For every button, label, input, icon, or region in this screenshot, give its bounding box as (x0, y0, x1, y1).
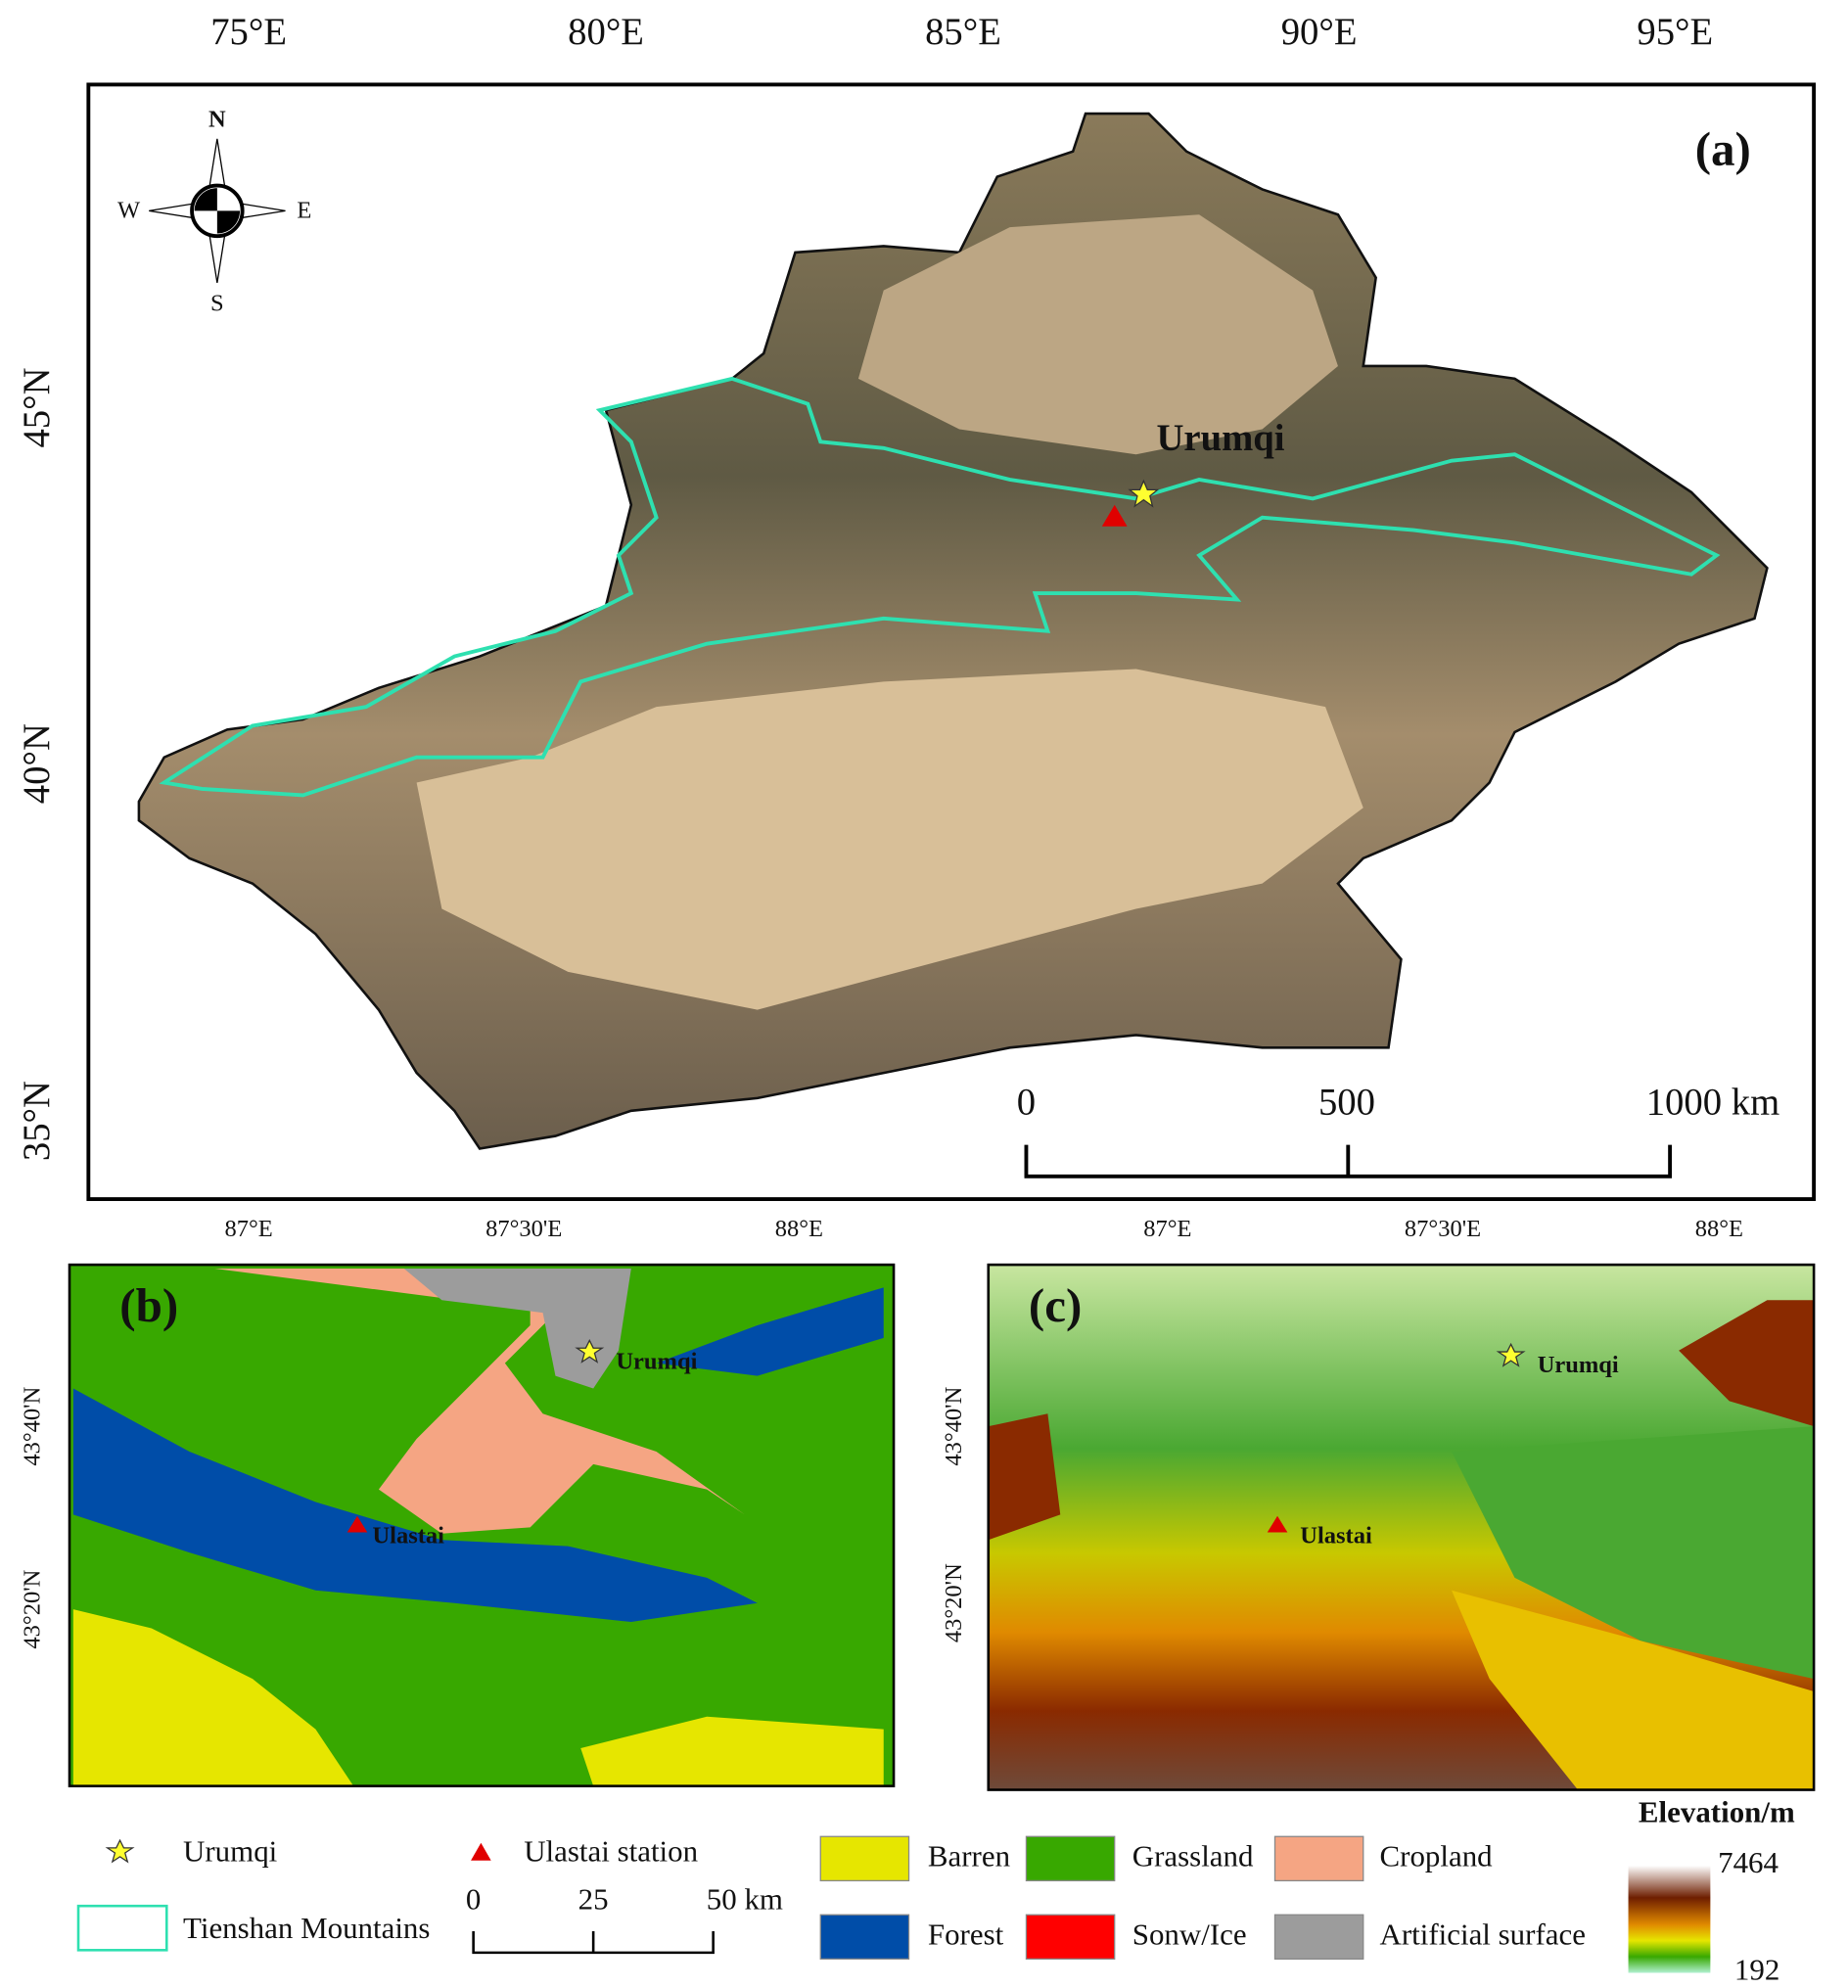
place-label: Urumqi (616, 1348, 697, 1374)
legend-label: Artificial surface (1380, 1918, 1586, 1952)
desert (416, 669, 1363, 1010)
frame (68, 1263, 896, 1787)
peak (988, 1413, 1061, 1541)
frame (987, 1263, 1816, 1791)
lat-tick: 43°40'N (20, 1386, 46, 1465)
lon-tick: 95°E (1637, 12, 1713, 53)
colorbar-min: 192 (1734, 1953, 1779, 1987)
ulastai-marker (1267, 1515, 1288, 1533)
legend: Urumqi Ulastai station Tienshan Mountain… (76, 1794, 1795, 1987)
legend-label: Barren (928, 1839, 1010, 1873)
colorbar (1628, 1865, 1711, 1973)
legend-swatch (1273, 1835, 1364, 1882)
panel-label: (c) (1029, 1278, 1082, 1332)
scale-label: 50 km (707, 1881, 783, 1916)
legend-triangle (471, 1842, 491, 1861)
lon-tick: 87°30'E (485, 1216, 562, 1242)
ulastai-marker (346, 1515, 368, 1533)
legend-swatch (1025, 1835, 1116, 1882)
legend-swatch (1025, 1914, 1116, 1960)
scale-bar (1024, 1144, 1673, 1179)
legend-label: Grassland (1132, 1839, 1254, 1873)
barren (72, 1609, 354, 1786)
legend-label: Tienshan Mountains (183, 1911, 430, 1945)
lon-tick: 75°E (210, 12, 287, 53)
lon-tick: 90°E (1281, 12, 1358, 53)
junggar-basin (857, 214, 1338, 455)
lon-tick: 87°E (224, 1216, 272, 1242)
urumqi-marker (1128, 479, 1160, 508)
lat-tick: 43°20'N (20, 1569, 46, 1648)
compass-label: E (297, 197, 311, 223)
legend-label: Sonw/Ice (1132, 1918, 1247, 1952)
colorbar-max: 7464 (1718, 1845, 1779, 1879)
compass-label: W (117, 197, 141, 223)
scale-label: 0 (1017, 1082, 1036, 1123)
legend-star (105, 1838, 135, 1864)
lat-tick: 45°N (17, 367, 58, 447)
legend-swatch (819, 1835, 910, 1882)
peak (1679, 1300, 1815, 1427)
place-label: Ulastai (1300, 1522, 1372, 1549)
legend-label: Cropland (1380, 1839, 1494, 1873)
scale-label: 25 (578, 1881, 609, 1916)
lowland (1452, 1426, 1815, 1680)
barren (580, 1716, 884, 1786)
panel-c: (c) Urumqi Ulastai 87°E 87°30'E 88°E 43°… (941, 1216, 1816, 1791)
legend-title: Elevation/m (1639, 1794, 1795, 1828)
legend-label: Ulastai station (524, 1833, 698, 1868)
lon-tick: 87°E (1143, 1216, 1191, 1242)
lat-tick: 35°N (17, 1081, 58, 1161)
scale-label: 1000 km (1646, 1082, 1779, 1123)
tienshan-outline (159, 376, 1721, 798)
legend-swatch (1273, 1914, 1364, 1960)
scale-label: 0 (466, 1881, 481, 1916)
scale-bar (472, 1930, 715, 1955)
lat-tick: 43°20'N (941, 1563, 967, 1642)
compass-label: N (208, 106, 226, 132)
panel-a: Urumqi (a) N W E S 75°E 80°E 85°E 90°E 9… (17, 12, 1817, 1201)
place-label: Ulastai (372, 1522, 444, 1549)
legend-swatch (819, 1914, 910, 1960)
panel-label: (a) (1695, 122, 1751, 176)
ulastai-marker (1101, 504, 1128, 527)
artificial (403, 1268, 631, 1389)
lon-tick: 80°E (568, 12, 644, 53)
midland (1452, 1590, 1815, 1790)
panel-label: (b) (119, 1278, 178, 1332)
cropland (214, 1268, 745, 1534)
compass-label: S (210, 291, 224, 317)
lon-tick: 85°E (925, 12, 1001, 53)
compass (149, 138, 286, 283)
forest (72, 1388, 758, 1623)
place-label: Urumqi (1538, 1352, 1619, 1378)
urumqi-marker (1496, 1342, 1526, 1367)
legend-label: Urumqi (183, 1833, 277, 1868)
panel-b: (b) Urumqi Ulastai 87°E 87°30'E 88°E 43°… (20, 1216, 896, 1787)
place-label: Urumqi (1156, 418, 1284, 459)
lon-tick: 88°E (1695, 1216, 1743, 1242)
forest (656, 1287, 884, 1376)
legend-outline (76, 1904, 168, 1952)
lon-tick: 88°E (775, 1216, 823, 1242)
lon-tick: 87°30'E (1405, 1216, 1481, 1242)
lat-tick: 40°N (17, 723, 58, 804)
scale-label: 500 (1318, 1082, 1375, 1123)
legend-label: Forest (928, 1918, 1004, 1952)
lat-tick: 43°40'N (941, 1386, 967, 1465)
urumqi-marker (575, 1339, 605, 1364)
